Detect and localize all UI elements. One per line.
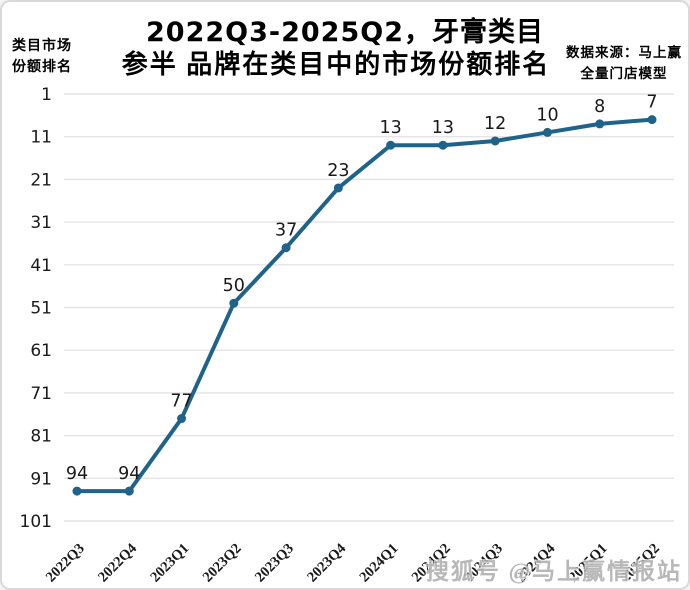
data-point <box>124 486 134 496</box>
y-axis-title-line1: 类目市场 <box>12 39 72 54</box>
x-tick-label: 2023Q4 <box>304 541 349 586</box>
data-point <box>281 243 291 253</box>
data-point-label: 10 <box>536 105 558 125</box>
y-tick-label: 1 <box>41 85 52 105</box>
data-source-line2: 全量门店模型 <box>580 66 668 81</box>
data-point <box>490 136 500 146</box>
y-tick-label: 71 <box>30 384 52 404</box>
data-point-label: 13 <box>379 118 401 138</box>
y-axis-title-line2: 份额排名 <box>12 60 72 75</box>
x-tick-label: 2023Q2 <box>200 541 245 586</box>
data-point <box>333 183 343 193</box>
y-tick-label: 21 <box>30 170 52 190</box>
data-point-label: 37 <box>275 221 297 241</box>
data-point-label: 77 <box>170 392 192 412</box>
y-tick-label: 61 <box>30 341 52 361</box>
y-tick-label: 91 <box>30 469 52 489</box>
data-point-label: 8 <box>594 97 605 117</box>
x-tick-label: 2022Q3 <box>43 541 88 586</box>
data-source-line1: 数据来源：马上赢 <box>566 45 682 60</box>
x-tick-label: 2023Q3 <box>252 541 297 586</box>
data-point-label: 12 <box>484 114 506 134</box>
chart-title-line2: 参半 品牌在类目中的市场份额排名 <box>121 50 551 79</box>
data-point <box>72 486 82 496</box>
data-point <box>595 119 605 129</box>
data-point-label: 7 <box>646 93 657 113</box>
y-tick-label: 11 <box>30 128 52 148</box>
data-point <box>647 115 657 125</box>
y-tick-label: 31 <box>30 213 52 233</box>
data-point-label: 13 <box>432 118 454 138</box>
y-tick-label: 101 <box>20 512 52 532</box>
data-point <box>438 140 448 150</box>
y-tick-label: 41 <box>30 256 52 276</box>
trend-line <box>75 117 654 494</box>
x-tick-label: 2022Q4 <box>95 541 140 586</box>
data-point-label: 94 <box>118 464 140 484</box>
data-source-note: 数据来源：马上赢 全量门店模型 <box>566 42 682 84</box>
y-axis-title: 类目市场 份额排名 <box>12 36 72 78</box>
watermark: 搜狐号 @马上赢情报站 <box>425 559 682 584</box>
data-point <box>229 298 239 308</box>
y-tick-label: 51 <box>30 299 52 319</box>
x-tick-label: 2024Q1 <box>357 541 402 586</box>
data-point-label: 23 <box>327 161 349 181</box>
data-point <box>386 140 396 150</box>
x-tick-label: 2023Q1 <box>147 541 192 586</box>
data-point-label: 94 <box>66 464 88 484</box>
data-point <box>542 127 552 137</box>
data-point-label: 50 <box>223 276 245 296</box>
chart-title-line1: 2022Q3-2025Q2，牙膏类目 <box>146 17 544 48</box>
data-point <box>177 414 187 424</box>
y-tick-label: 81 <box>30 427 52 447</box>
